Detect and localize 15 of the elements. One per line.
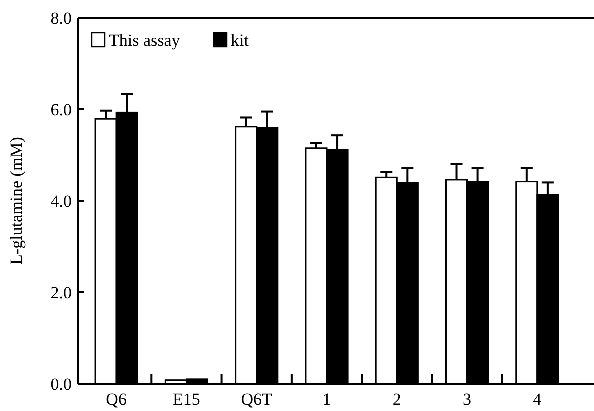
legend-label: kit — [231, 30, 250, 50]
x-tick-label: 4 — [533, 390, 542, 409]
x-tick-label: 3 — [463, 390, 472, 409]
y-tick-label: 4.0 — [50, 192, 72, 211]
x-tick-label: Q6 — [106, 390, 127, 409]
y-tick-label: 8.0 — [50, 8, 72, 28]
x-tick-label: E15 — [173, 390, 200, 409]
y-tick-label: 6.0 — [50, 100, 72, 120]
x-tick-label: 2 — [392, 390, 402, 409]
x-tick-label: Q6T — [241, 390, 274, 409]
y-tick-label: 0.0 — [50, 374, 72, 394]
legend-label: This assay — [109, 30, 181, 50]
y-tick-label: 2.0 — [50, 283, 72, 302]
x-tick-label: 1 — [322, 390, 332, 409]
y-axis-title: L-glutamine (mM) — [7, 137, 26, 265]
